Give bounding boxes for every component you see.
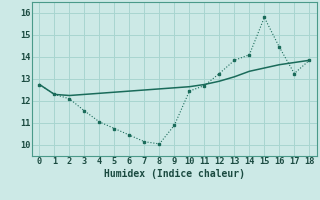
X-axis label: Humidex (Indice chaleur): Humidex (Indice chaleur) — [104, 169, 245, 179]
